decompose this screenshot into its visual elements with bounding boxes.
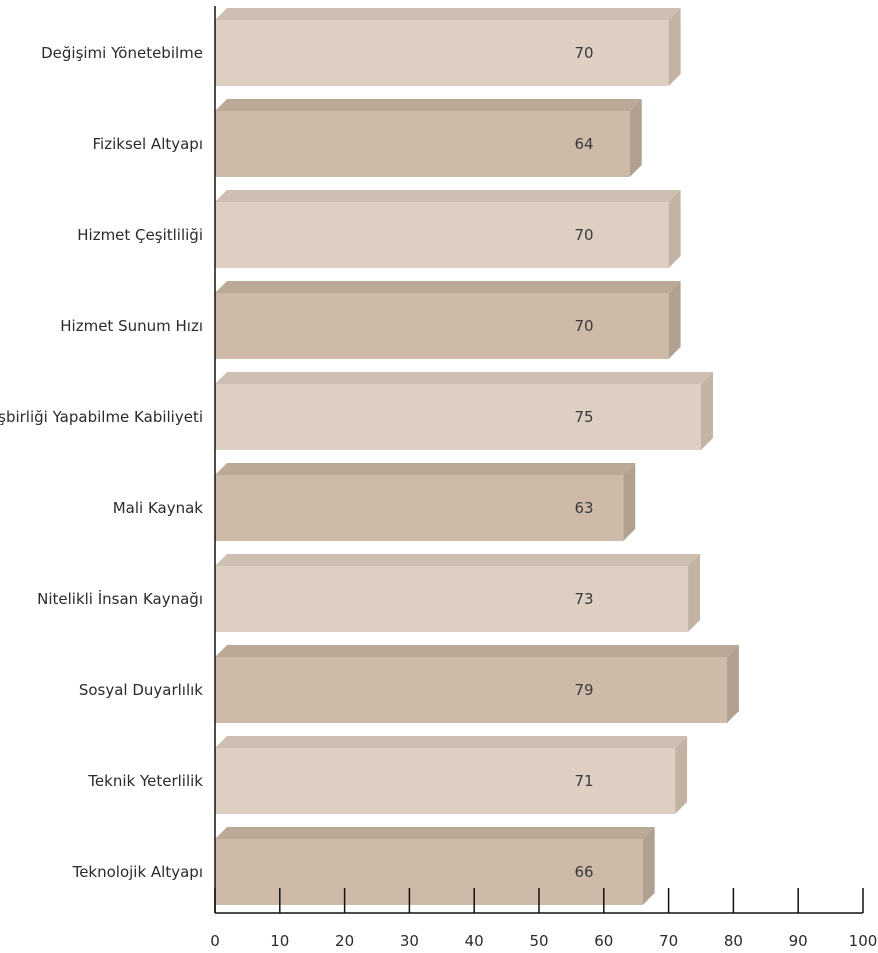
category-label: Mali Kaynak	[113, 499, 204, 517]
data-label: 73	[574, 590, 593, 608]
bar-side	[688, 554, 701, 632]
bar-group	[215, 190, 681, 268]
data-label: 70	[574, 317, 593, 335]
data-label: 66	[574, 863, 593, 881]
bar	[215, 384, 701, 450]
data-label: 79	[574, 681, 593, 699]
bar-group	[215, 827, 655, 905]
bar-side	[623, 463, 636, 541]
bar-side	[675, 736, 688, 814]
x-tick-label: 70	[659, 932, 678, 950]
bar-top	[215, 190, 681, 202]
bar-side	[642, 827, 655, 905]
x-tick-label: 20	[335, 932, 354, 950]
bar-side	[701, 372, 713, 450]
x-tick-label: 10	[270, 932, 289, 950]
bar-top	[215, 463, 636, 475]
category-label: Değişimi Yönetebilme	[41, 44, 203, 62]
data-label: 64	[574, 135, 593, 153]
bar-side	[668, 8, 681, 86]
bar-group	[215, 99, 642, 177]
x-tick-label: 80	[724, 932, 743, 950]
category-label: Teknik Yeterlilik	[87, 772, 203, 790]
bar	[215, 748, 676, 814]
bars-layer: 70 64 70 70 75 63 73 79 71 66	[215, 8, 739, 905]
bar-side	[668, 190, 681, 268]
x-tick-label: 40	[465, 932, 484, 950]
bar-group	[215, 554, 701, 632]
bar-group	[215, 645, 739, 723]
data-label: 70	[574, 226, 593, 244]
category-label: Hizmet Çeşitliliği	[77, 226, 203, 244]
x-tick-label: 90	[789, 932, 808, 950]
x-tick-label: 60	[594, 932, 613, 950]
category-label: Fiziksel Altyapı	[93, 135, 203, 153]
bar	[215, 111, 630, 177]
bar	[215, 293, 669, 359]
bar-group	[215, 463, 636, 541]
category-label: Hizmet Sunum Hızı	[60, 317, 203, 335]
category-label: Sosyal Duyarlılık	[79, 681, 203, 699]
bar-group	[215, 281, 681, 359]
x-tick-label: 30	[400, 932, 419, 950]
category-label: İşbirliği Yapabilme Kabiliyeti	[0, 407, 203, 426]
axes: 0 10 20 30 40 50 60 70 80 90 100	[210, 6, 877, 950]
bar	[215, 20, 669, 86]
bar	[215, 475, 624, 541]
bar-top	[215, 99, 642, 111]
category-label: Teknolojik Altyapı	[72, 863, 203, 881]
category-label: Nitelikli İnsan Kaynağı	[37, 589, 203, 608]
data-label: 71	[574, 772, 593, 790]
x-tick-label: 0	[210, 932, 220, 950]
bar	[215, 202, 669, 268]
bar-top	[215, 281, 681, 293]
bar-top	[215, 827, 655, 839]
bar-side	[726, 645, 739, 723]
x-tick-label: 100	[849, 932, 878, 950]
data-label: 75	[574, 408, 593, 426]
bar	[215, 566, 689, 632]
x-tick-label: 50	[529, 932, 548, 950]
bar	[215, 839, 643, 905]
bar-side	[629, 99, 642, 177]
bar-side	[668, 281, 681, 359]
category-labels: Değişimi Yönetebilme Fiziksel Altyapı Hizm…	[0, 44, 203, 881]
data-label: 63	[574, 499, 593, 517]
bar-top	[215, 736, 688, 748]
bar-top	[215, 372, 713, 384]
data-label: 70	[574, 44, 593, 62]
bar-group	[215, 372, 713, 450]
bar	[215, 657, 727, 723]
bar-top	[215, 645, 739, 657]
bar-top	[215, 554, 701, 566]
bar-group	[215, 736, 688, 814]
bar-group	[215, 8, 681, 86]
bar-top	[215, 8, 681, 20]
